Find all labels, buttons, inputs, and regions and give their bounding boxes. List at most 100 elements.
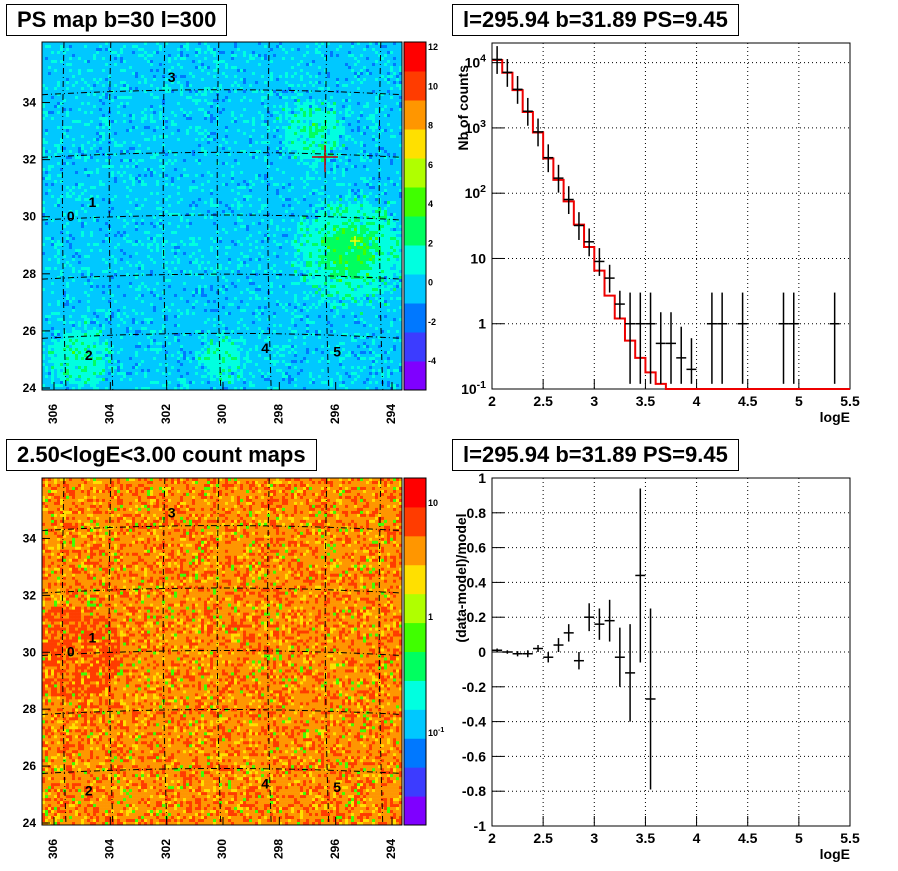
heatmap-cell xyxy=(93,63,97,67)
heatmap-cell xyxy=(189,87,193,91)
heatmap-cell xyxy=(63,111,67,115)
heatmap-cell xyxy=(267,150,271,154)
heatmap-cell xyxy=(117,96,121,100)
heatmap-cell xyxy=(108,165,112,169)
heatmap-cell xyxy=(120,132,124,136)
heatmap-cell xyxy=(363,123,367,127)
heatmap-cell xyxy=(213,63,217,67)
heatmap-cell xyxy=(309,99,313,103)
heatmap-cell xyxy=(345,45,349,49)
heatmap-cell xyxy=(114,132,118,136)
heatmap-cell xyxy=(78,96,82,100)
heatmap-cell xyxy=(207,150,211,154)
heatmap-cell xyxy=(60,114,64,118)
heatmap-cell xyxy=(93,90,97,94)
heatmap-cell xyxy=(96,147,100,151)
heatmap-cell xyxy=(81,81,85,85)
heatmap-cell xyxy=(324,42,328,46)
heatmap-cell xyxy=(354,108,358,112)
heatmap-cell xyxy=(354,90,358,94)
heatmap-cell xyxy=(171,153,175,157)
heatmap-cell xyxy=(54,129,58,133)
heatmap-cell xyxy=(60,99,64,103)
heatmap-cell xyxy=(123,69,127,73)
heatmap-cell xyxy=(186,60,190,64)
heatmap-cell xyxy=(165,78,169,82)
heatmap-cell xyxy=(63,87,67,91)
heatmap-cell xyxy=(147,141,151,145)
heatmap-cell xyxy=(276,63,280,67)
heatmap-cell xyxy=(78,114,82,118)
heatmap-cell xyxy=(144,111,148,115)
heatmap-cell xyxy=(111,126,115,130)
heatmap-cell xyxy=(231,57,235,61)
heatmap-cell xyxy=(174,156,178,160)
heatmap-cell xyxy=(339,87,343,91)
heatmap-cell xyxy=(285,45,289,49)
heatmap-cell xyxy=(219,45,223,49)
heatmap-cell xyxy=(267,159,271,163)
heatmap-cell xyxy=(153,147,157,151)
heatmap-cell xyxy=(297,60,301,64)
heatmap-cell xyxy=(225,147,229,151)
heatmap-cell xyxy=(51,162,55,166)
heatmap-cell xyxy=(390,108,394,112)
heatmap-cell xyxy=(42,72,46,76)
heatmap-cell xyxy=(144,150,148,154)
heatmap-cell xyxy=(225,141,229,145)
heatmap-cell xyxy=(291,45,295,49)
heatmap-cell xyxy=(138,141,142,145)
heatmap-cell xyxy=(51,54,55,58)
heatmap-cell xyxy=(156,159,160,163)
heatmap-cell xyxy=(372,102,376,106)
heatmap-cell xyxy=(180,57,184,61)
heatmap-cell xyxy=(162,126,166,130)
heatmap-cell xyxy=(234,132,238,136)
heatmap-cell xyxy=(246,147,250,151)
heatmap-cell xyxy=(246,96,250,100)
heatmap-cell xyxy=(153,114,157,118)
heatmap-cell xyxy=(396,123,400,127)
heatmap-cell xyxy=(369,96,373,100)
heatmap-cell xyxy=(105,117,109,121)
heatmap-cell xyxy=(384,93,388,97)
heatmap-cell xyxy=(345,93,349,97)
heatmap-cell xyxy=(273,120,277,124)
heatmap-cell xyxy=(48,93,52,97)
heatmap-cell xyxy=(300,129,304,133)
heatmap-cell xyxy=(264,165,268,169)
heatmap-cell xyxy=(45,138,49,142)
heatmap-cell xyxy=(393,108,397,112)
heatmap-cell xyxy=(360,129,364,133)
heatmap-cell xyxy=(261,126,265,130)
heatmap-cell xyxy=(282,153,286,157)
heatmap-cell xyxy=(60,63,64,67)
heatmap-cell xyxy=(147,123,151,127)
heatmap-cell xyxy=(90,117,94,121)
heatmap-cell xyxy=(156,69,160,73)
heatmap-cell xyxy=(261,45,265,49)
heatmap-cell xyxy=(54,144,58,148)
heatmap-cell xyxy=(180,54,184,58)
heatmap-cell xyxy=(81,153,85,157)
heatmap-cell xyxy=(372,132,376,136)
heatmap-cell xyxy=(348,111,352,115)
heatmap-cell xyxy=(309,105,313,109)
heatmap-cell xyxy=(213,93,217,97)
heatmap-cell xyxy=(210,153,214,157)
heatmap-cell xyxy=(84,153,88,157)
heatmap-cell xyxy=(324,66,328,70)
heatmap-cell xyxy=(129,54,133,58)
heatmap-cell xyxy=(87,57,91,61)
heatmap-cell xyxy=(111,141,115,145)
heatmap-cell xyxy=(387,60,391,64)
heatmap-cell xyxy=(147,135,151,139)
heatmap-cell xyxy=(234,99,238,103)
heatmap-cell xyxy=(129,144,133,148)
heatmap-cell xyxy=(300,111,304,115)
heatmap-cell xyxy=(261,153,265,157)
heatmap-cell xyxy=(351,114,355,118)
heatmap-cell xyxy=(87,114,91,118)
heatmap-cell xyxy=(120,42,124,46)
heatmap-cell xyxy=(390,42,394,46)
